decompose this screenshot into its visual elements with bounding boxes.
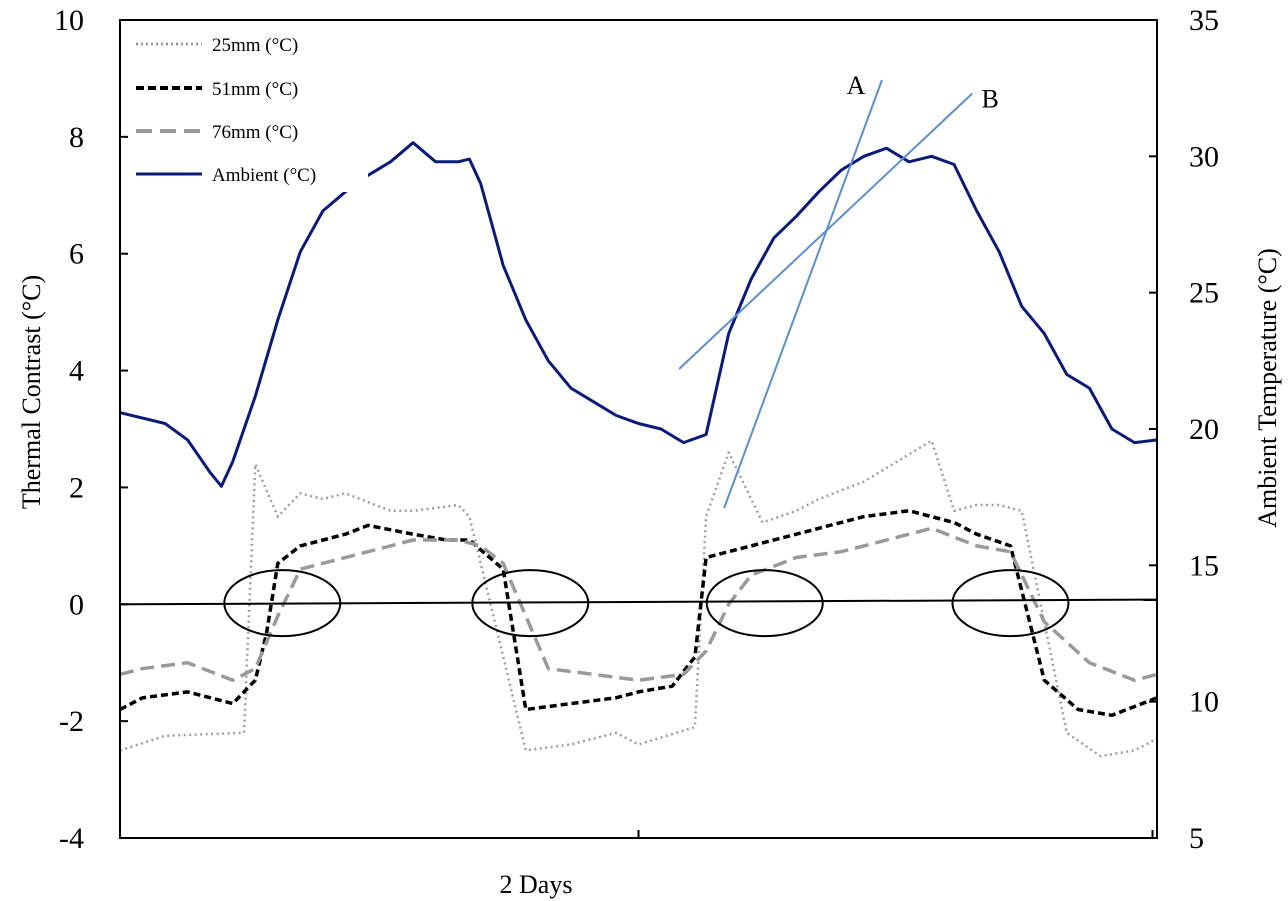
legend-item-76mm: 76mm (°C) — [136, 122, 298, 143]
tangent-line-a — [723, 79, 883, 509]
crossing-ellipse — [705, 569, 824, 638]
series-51mm — [119, 509, 1158, 718]
tangent-label-b: B — [981, 85, 998, 114]
legend: 25mm (°C) 51mm (°C) 76mm (°C) Ambient (°… — [128, 22, 368, 192]
y-tick-label-left: 10 — [54, 4, 84, 37]
tangent-line-b — [678, 92, 973, 370]
y-tick-label-left: -2 — [59, 705, 84, 738]
y-tick-label-left: 8 — [69, 121, 84, 154]
y-tick-label-left: 2 — [69, 471, 84, 504]
y-tick-label-right: 25 — [1189, 277, 1219, 310]
y-tick-label-right: 5 — [1189, 822, 1204, 855]
y-tick-label-left: 6 — [69, 238, 84, 271]
legend-label-ambient: Ambient (°C) — [212, 165, 316, 186]
y-tick-label-left: 4 — [69, 355, 84, 388]
tangent-label-a: A — [847, 71, 866, 100]
y-axis-title-left: Thermal Contrast (°C) — [17, 275, 46, 509]
y-tick-label-right: 20 — [1189, 413, 1219, 446]
x-axis-title: 2 Days — [500, 870, 573, 899]
legend-label-51mm: 51mm (°C) — [212, 79, 298, 100]
axes-group: -4 -2 0 2 4 6 8 10 5 10 15 20 25 30 35 — [54, 4, 1219, 855]
series-25mm — [119, 439, 1158, 758]
legend-item-ambient: Ambient (°C) — [136, 165, 316, 186]
legend-label-25mm: 25mm (°C) — [212, 35, 298, 56]
series-ambient — [119, 141, 1158, 488]
legend-label-76mm: 76mm (°C) — [212, 122, 298, 143]
series-group — [119, 141, 1158, 758]
crossing-ellipse — [471, 569, 590, 638]
zero-line — [119, 598, 1158, 606]
legend-item-25mm: 25mm (°C) — [136, 35, 298, 56]
series-76mm — [119, 526, 1158, 682]
crossing-ellipse — [951, 569, 1070, 638]
legend-box — [128, 22, 368, 192]
y-tick-label-right: 30 — [1189, 140, 1219, 173]
crossing-ellipse — [223, 569, 342, 638]
legend-item-51mm: 51mm (°C) — [136, 79, 298, 100]
y-tick-label-left: 0 — [69, 588, 84, 621]
y-axis-title-right: Ambient Temperature (°C) — [1253, 248, 1282, 528]
y-tick-label-right: 35 — [1189, 4, 1219, 37]
y-tick-label-right: 10 — [1189, 686, 1219, 719]
y-tick-label-right: 15 — [1189, 549, 1219, 582]
y-tick-label-left: -4 — [59, 822, 84, 855]
